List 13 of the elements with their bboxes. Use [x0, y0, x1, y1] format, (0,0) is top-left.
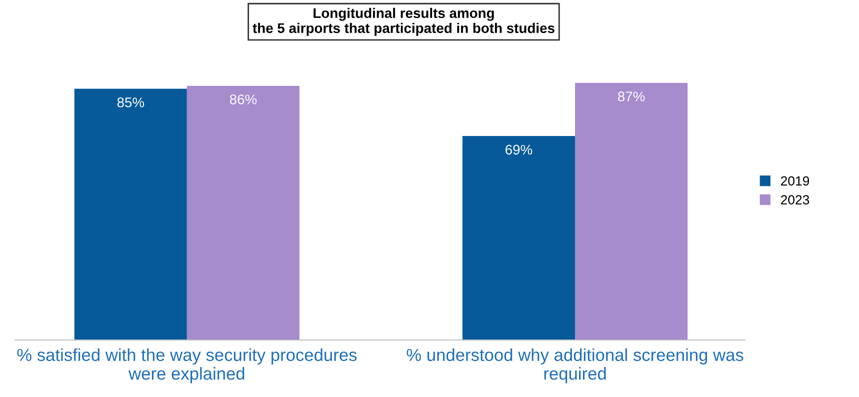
legend-label: 2019: [780, 176, 810, 186]
bar: [462, 136, 576, 340]
data-label: 69%: [506, 144, 532, 155]
bar: [575, 82, 688, 340]
bar: [74, 88, 187, 340]
chart-title: Longitudinal results among the 5 airports that participated in both studies: [252, 8, 554, 36]
legend-label: 2023: [780, 195, 810, 204]
x-tick-label: % satisfied with the way security procedures were explained: [17, 348, 357, 384]
data-label: 87%: [618, 92, 645, 102]
data-label: 86%: [230, 94, 257, 104]
bar: [186, 86, 300, 340]
x-tick-label: % understood why additional screening was required: [406, 348, 744, 384]
data-label: 85%: [117, 97, 144, 108]
